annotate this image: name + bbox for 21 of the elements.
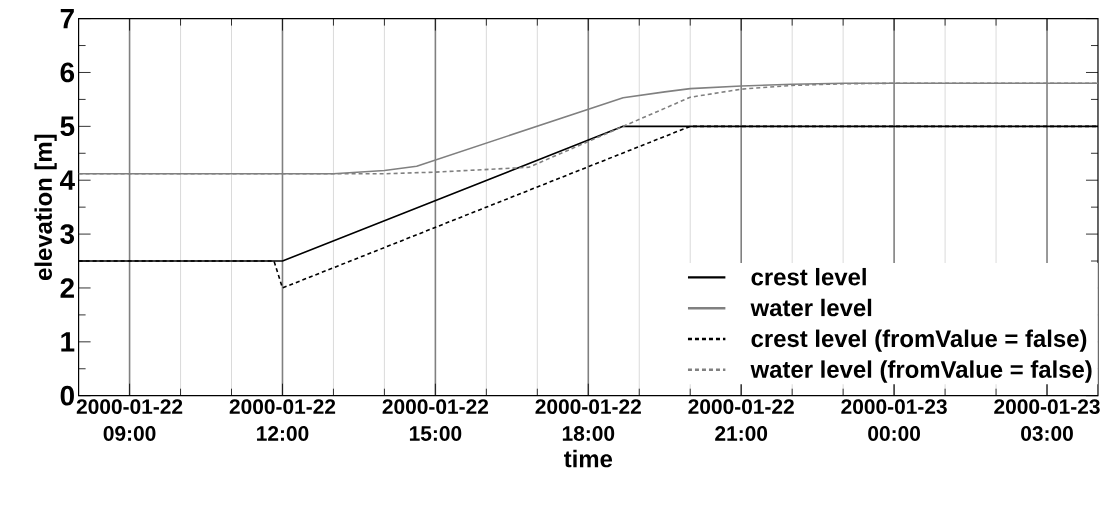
y-tick-label: 7 bbox=[60, 9, 74, 29]
y-tick-label: 3 bbox=[60, 224, 75, 244]
legend-label: water level (fromValue = false) bbox=[750, 360, 1092, 383]
y-tick-label: 6 bbox=[60, 62, 75, 83]
x-axis-title: time bbox=[564, 449, 613, 468]
x-tick-label: 2000-01-22 15:00 bbox=[382, 399, 489, 441]
legend-label: crest level (fromValue = false) bbox=[751, 329, 1087, 352]
x-tick-label: 2000-01-22 12:00 bbox=[229, 399, 336, 441]
y-tick-label: 0 bbox=[60, 385, 74, 406]
y-axis-title: elevation [m] bbox=[34, 134, 57, 280]
y-tick-label: 1 bbox=[61, 332, 75, 352]
legend-label: crest level bbox=[751, 267, 866, 286]
x-tick-label: 2000-01-22 18:00 bbox=[535, 399, 641, 441]
x-tick-label: 2000-01-23 03:00 bbox=[994, 399, 1100, 441]
x-tick-label: 2000-01-22 21:00 bbox=[688, 399, 794, 441]
x-tick-label: 2000-01-23 00:00 bbox=[841, 399, 947, 441]
y-tick-label: 4 bbox=[59, 170, 75, 190]
y-tick-label: 2 bbox=[60, 278, 74, 298]
legend-label: water level bbox=[750, 298, 872, 317]
x-tick-label: 2000-01-22 09:00 bbox=[76, 399, 183, 441]
y-tick-label: 5 bbox=[60, 116, 75, 137]
